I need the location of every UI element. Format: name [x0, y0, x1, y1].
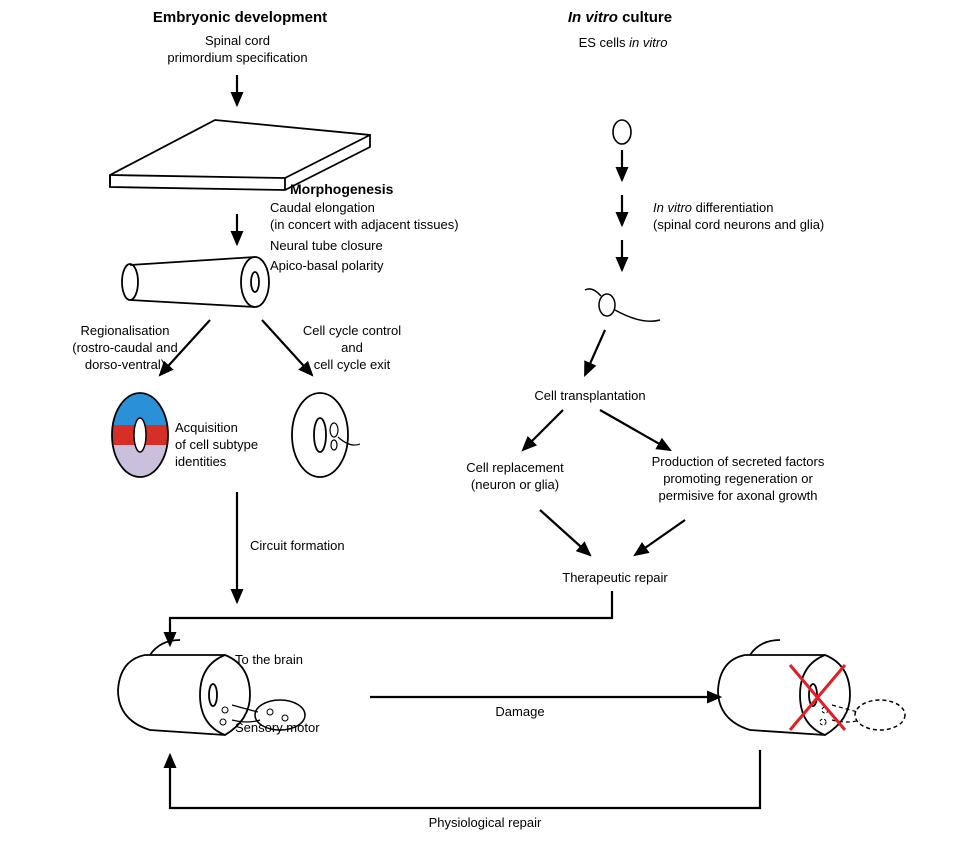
regionalisation-oval-icon	[110, 393, 170, 480]
label-circuit: Circuit formation	[250, 538, 390, 555]
label-morphogenesis: Morphogenesis	[290, 180, 430, 198]
label-es-cells-prefix: ES cells	[579, 35, 630, 50]
label-apico: Apico-basal polarity	[270, 258, 470, 275]
heading-invitro: In vitro culture	[505, 8, 735, 28]
label-neural-tube: Neural tube closure	[270, 238, 470, 255]
label-damage: Damage	[470, 704, 570, 721]
heading-invitro-rest: culture	[618, 9, 672, 26]
differentiated-cell-icon	[585, 289, 660, 321]
es-cell-icon	[613, 120, 631, 144]
label-sensory-motor: Sensory motor	[235, 720, 355, 737]
neural-tube-icon	[122, 257, 269, 307]
heading-embryonic: Embryonic development	[100, 8, 380, 28]
label-caudal: Caudal elongation(in concert with adjace…	[270, 200, 520, 234]
cell-cycle-oval-icon	[292, 393, 360, 477]
spinal-cord-right-icon	[718, 640, 905, 735]
label-cell-cycle: Cell cycle controlandcell cycle exit	[282, 323, 422, 374]
label-invitro-diff-italic: In vitro	[653, 200, 692, 215]
label-therapeutic: Therapeutic repair	[540, 570, 690, 587]
label-es-cells-italic: in vitro	[629, 35, 667, 50]
label-to-brain: To the brain	[235, 652, 335, 669]
label-production: Production of secreted factorspromoting …	[618, 454, 858, 505]
label-regionalisation: Regionalisation(rostro-caudal anddorso-v…	[55, 323, 195, 374]
elbow-arrows-group	[170, 591, 760, 808]
label-es-cells: ES cells in vitro	[548, 35, 698, 52]
label-cell-transplantation: Cell transplantation	[510, 388, 670, 405]
label-acquisition: Acquisitionof cell subtypeidentities	[175, 420, 285, 471]
label-physiological: Physiological repair	[395, 815, 575, 832]
label-spinal-cord: Spinal cordprimordium specification	[130, 33, 345, 67]
label-cell-replacement: Cell replacement(neuron or glia)	[435, 460, 595, 494]
arrows-group	[160, 75, 720, 697]
heading-invitro-italic: In vitro	[568, 9, 618, 26]
label-invitro-diff: In vitro differentiation(spinal cord neu…	[653, 200, 903, 234]
